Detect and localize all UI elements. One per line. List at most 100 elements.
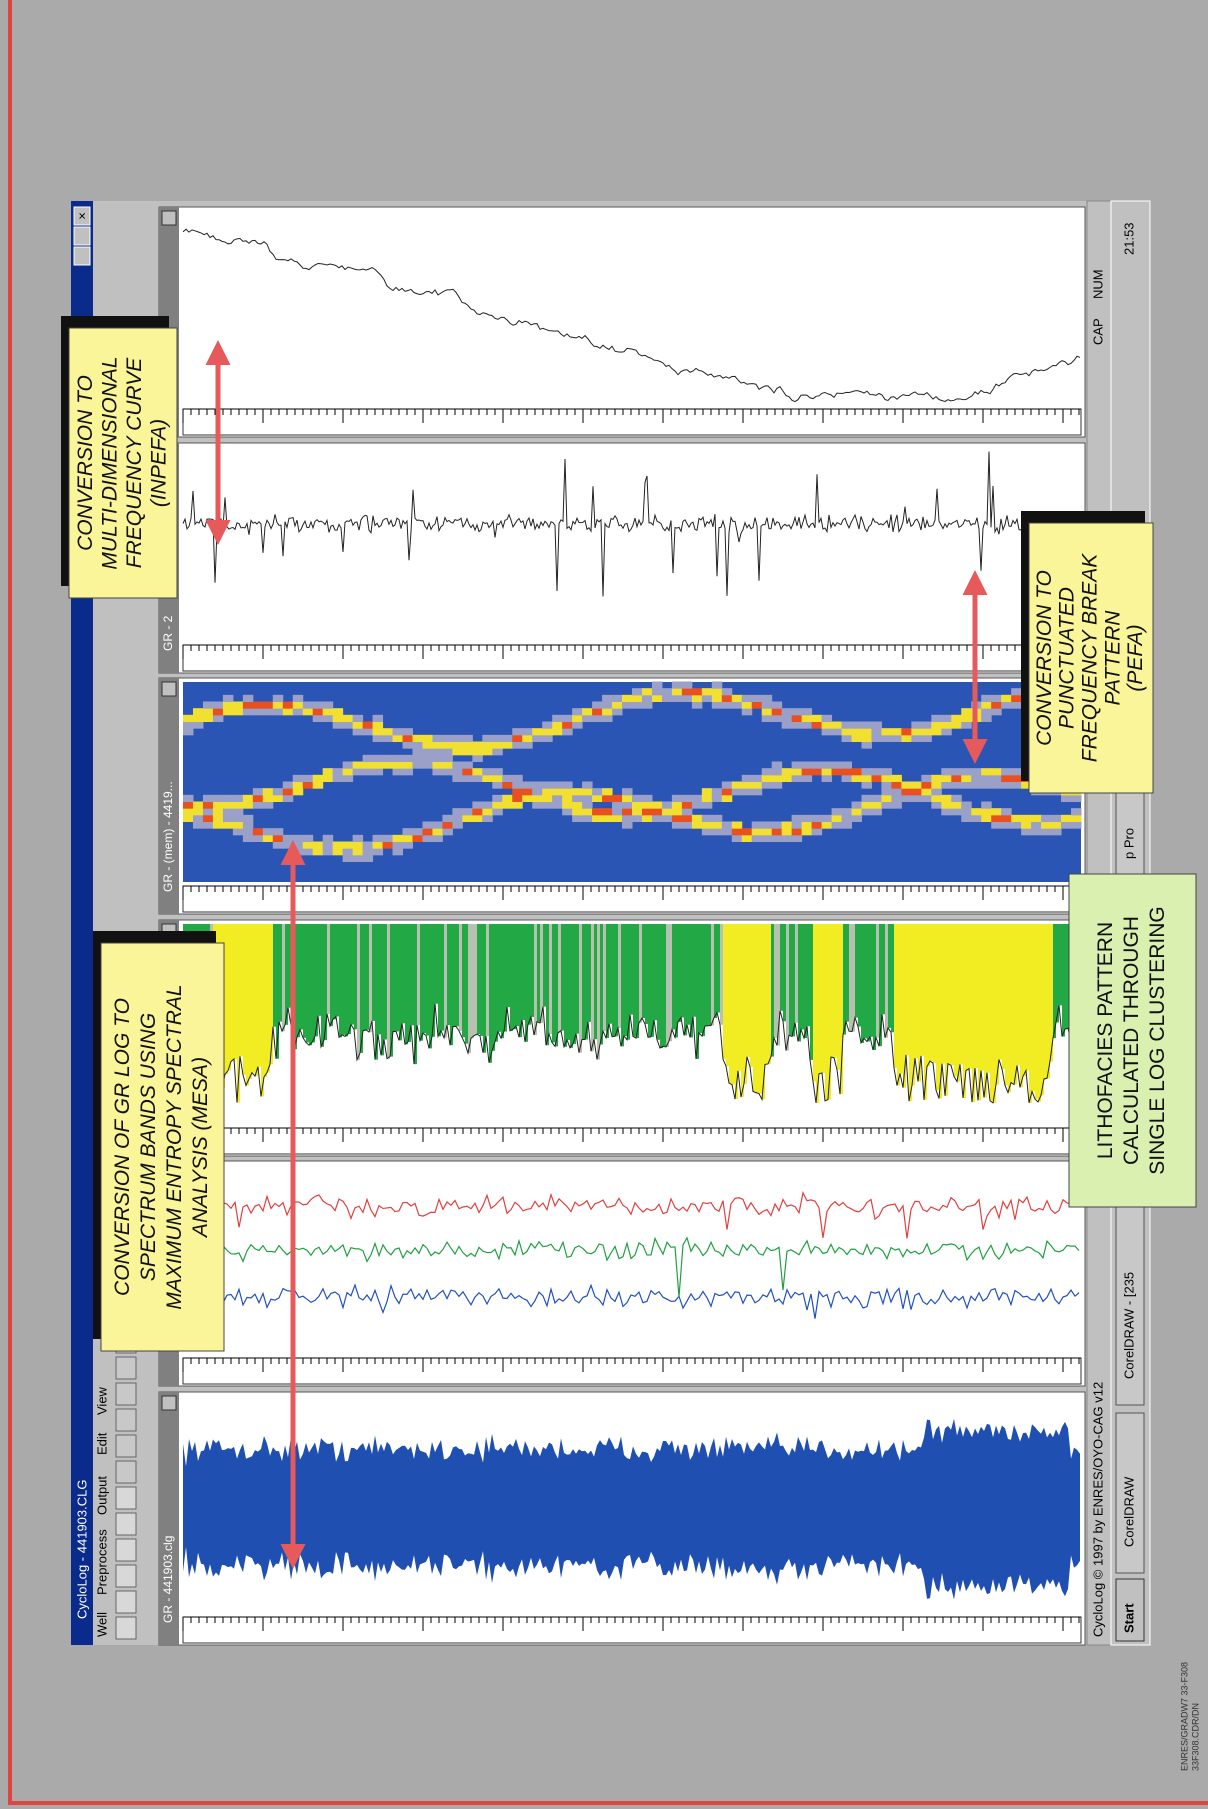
toolbar-button[interactable] [116,1513,136,1535]
spectrum-cell [412,748,422,755]
spectrum-cell [732,695,742,702]
menu-item[interactable]: Preprocess [94,1529,109,1595]
spectrum-cell [373,715,383,722]
spectrum-cell [582,782,592,789]
log-panel [159,443,1085,673]
toolbar-button[interactable] [116,1487,136,1509]
toolbar-button[interactable] [116,1461,136,1483]
spectrum-cell [363,842,373,849]
spectrum-cell [1071,795,1081,802]
spectrum-cell [871,728,881,735]
spectrum-cell [702,802,712,809]
spectrum-cell [333,715,343,722]
maximize-button[interactable] [74,227,90,245]
toolbar-button[interactable] [116,1435,136,1457]
spectrum-cell [572,715,582,722]
toolbar-button[interactable] [116,1357,136,1379]
facies-fill [363,924,366,1031]
spectrum-cell [482,735,492,742]
taskbar-item-label: CorelDRAW [1121,1476,1136,1547]
spectrum-cell [602,808,612,815]
facies-fill [993,924,996,1103]
spectrum-cell [931,722,941,729]
spectrum-cell [592,715,602,722]
spectrum-cell [452,768,462,775]
panel-close[interactable] [162,682,176,696]
spectrum-cell [931,802,941,809]
facies-fill [495,924,498,1042]
toolbar-button[interactable] [116,1539,136,1561]
spectrum-cell [452,822,462,829]
menu-item[interactable]: View [94,1386,109,1415]
facies-fill [723,924,726,1059]
spectrum-cell [672,808,682,815]
spectrum-cell [333,708,343,715]
spectrum-cell [1001,815,1011,822]
spectrum-cell [722,782,732,789]
facies-fill [885,924,888,1038]
spectrum-cell [403,828,413,835]
spectrum-cell [941,715,951,722]
panel-close[interactable] [162,211,176,225]
spectrum-cell [1011,695,1021,702]
facies-fill [402,924,405,1023]
spectrum-cell [512,742,522,749]
spectrum-cell [981,808,991,815]
spectrum-cell [722,822,732,829]
spectrum-cell [353,768,363,775]
spectrum-cell [612,702,622,709]
spectrum-cell [812,715,822,722]
spectrum-cell [682,802,692,809]
spectrum-cell [353,762,363,769]
toolbar-button[interactable] [116,1565,136,1587]
toolbar-button[interactable] [116,1383,136,1405]
toolbar-button[interactable] [116,1409,136,1431]
spectrum-cell [183,728,193,735]
spectrum-cell [482,748,492,755]
spectrum-cell [452,735,462,742]
spectrum-cell [682,695,692,702]
spectrum-cell [512,795,522,802]
spectrum-cell [373,735,383,742]
facies-fill [753,924,756,1091]
spectrum-cell [911,728,921,735]
facies-fill [570,924,573,1048]
spectrum-cell [762,702,772,709]
annotation-text: PUNCTUATED [1056,587,1079,729]
spectrum-cell [991,815,1001,822]
menu-item[interactable]: Edit [94,1432,109,1455]
minimize-button[interactable] [74,247,90,265]
spectrum-cell [572,788,582,795]
spectrum-cell [263,708,273,715]
spectrum-cell [602,715,612,722]
facies-fill [441,924,444,1031]
facies-fill [321,924,324,1047]
spectrum-cell [393,768,403,775]
spectrum-cell [881,782,891,789]
toolbar-button[interactable] [116,1617,136,1639]
spectrum-cell [592,702,602,709]
spectrum-cell [213,795,223,802]
taskbar-item-label: CorelDRAW - [235 [1121,1272,1136,1379]
facies-fill [396,924,399,1031]
spectrum-cell [273,788,283,795]
spectrum-cell [592,808,602,815]
facies-fill [342,924,345,1035]
facies-fill [231,924,234,1062]
spectrum-cell [1011,702,1021,709]
spectrum-cell [891,728,901,735]
menu-item[interactable]: Output [94,1476,109,1515]
spectrum-cell [303,842,313,849]
facies-fill [780,924,783,1011]
spectrum-cell [622,822,632,829]
spectrum-cell [612,695,622,702]
spectrum-cell [542,788,552,795]
spectrum-cell [762,695,772,702]
spectrum-cell [881,788,891,795]
panel-close[interactable] [162,1396,176,1410]
facies-fill [225,924,228,1074]
spectrum-cell [911,788,921,795]
menu-item[interactable]: Well [94,1612,109,1637]
toolbar-button[interactable] [116,1591,136,1613]
spectrum-cell [582,795,592,802]
